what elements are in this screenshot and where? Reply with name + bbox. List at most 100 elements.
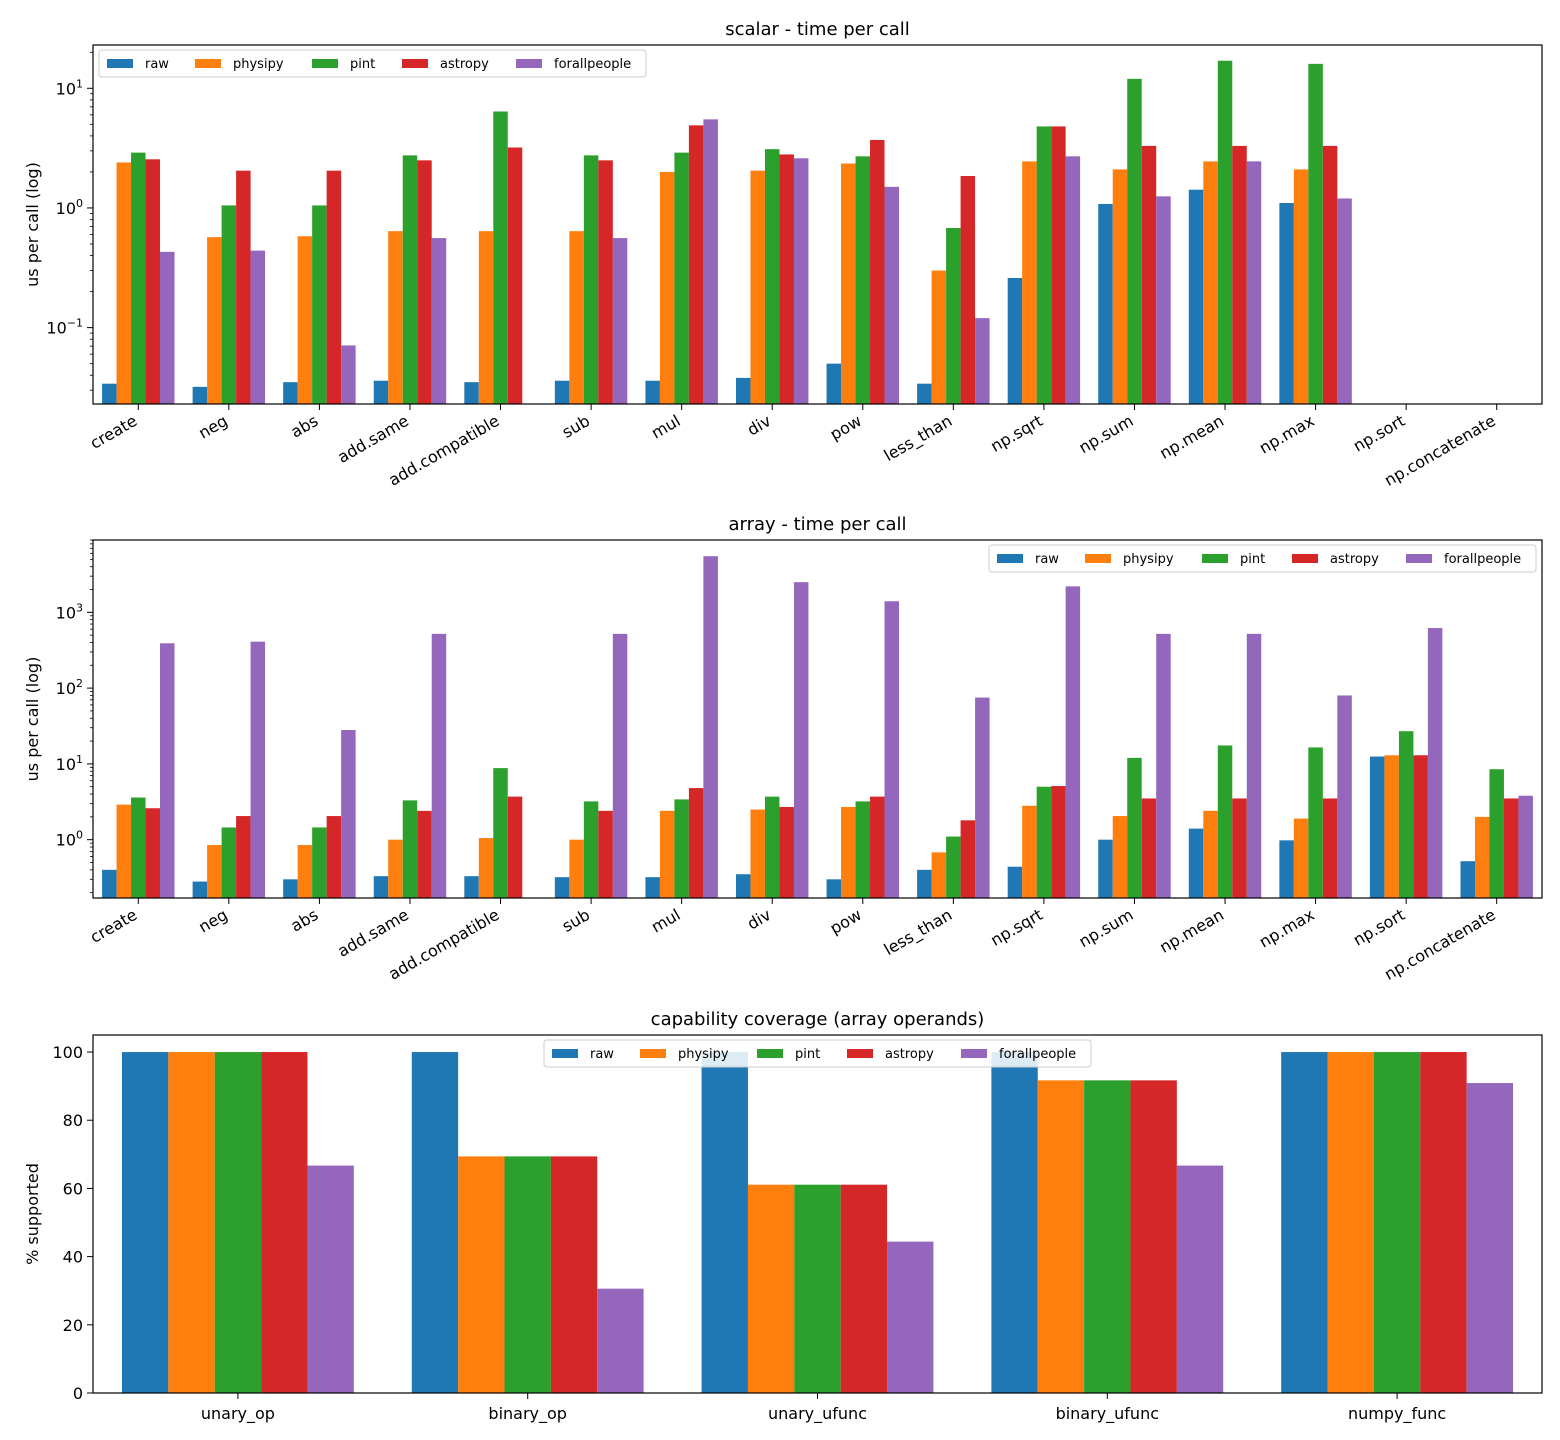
bar-raw	[102, 383, 117, 404]
y-tick-label: 100	[56, 197, 83, 218]
bar-pint	[855, 801, 871, 898]
x-tick-label: binary_op	[488, 1404, 567, 1424]
bar-forallpeople	[341, 730, 356, 898]
bar-pint	[583, 801, 599, 898]
bar-astropy	[236, 170, 251, 404]
bar-astropy	[507, 147, 523, 404]
bars-group	[102, 60, 1352, 405]
bar-forallpeople	[887, 1241, 934, 1393]
bar-pint	[1489, 769, 1504, 898]
bar-physipy	[116, 162, 132, 404]
bar-astropy	[1232, 798, 1247, 898]
bar-pint	[946, 228, 961, 404]
bar-astropy	[145, 808, 161, 898]
bar-forallpeople	[793, 158, 809, 404]
legend-swatch-physipy	[195, 59, 221, 68]
bar-forallpeople	[1156, 633, 1171, 898]
bar-physipy	[297, 845, 313, 898]
legend: raw physipy pint astropy forallpeople	[543, 1039, 1092, 1068]
plot-frame	[92, 539, 1543, 899]
bar-raw	[192, 881, 208, 898]
bar-physipy	[388, 839, 403, 898]
bar-physipy	[478, 838, 494, 898]
bar-pint	[214, 1052, 262, 1393]
legend-label-physipy: physipy	[1123, 552, 1174, 567]
legend-label-physipy: physipy	[678, 1047, 729, 1062]
bar-physipy	[458, 1156, 505, 1393]
bar-raw	[192, 386, 208, 404]
legend-label-astropy: astropy	[1330, 552, 1379, 567]
bar-physipy	[1384, 755, 1399, 898]
bar-forallpeople	[160, 643, 175, 898]
bar-raw	[1460, 861, 1475, 898]
axes-group: 0 20 40 60 80 100 unary_op binary_op unary_ufunc…	[52, 1034, 1543, 1424]
bar-pint	[1308, 747, 1323, 898]
bar-raw	[701, 1052, 748, 1393]
bar-physipy	[1203, 161, 1218, 404]
y-axis-label: % supported	[23, 1163, 42, 1265]
bar-astropy	[870, 139, 885, 404]
bar-physipy	[1203, 810, 1218, 898]
bar-pint	[1127, 78, 1142, 404]
bar-pint	[312, 205, 327, 404]
bar-pint	[221, 827, 237, 898]
bar-physipy	[747, 1184, 795, 1393]
array-time-chart: array - time per call us per call (log) …	[23, 514, 1543, 984]
bar-pint	[674, 799, 689, 898]
bar-pint	[855, 156, 871, 404]
bar-raw	[283, 382, 298, 404]
bar-pint	[946, 836, 961, 898]
bar-astropy	[326, 170, 342, 404]
bar-pint	[131, 797, 146, 898]
bar-forallpeople	[597, 1288, 644, 1393]
bar-forallpeople	[703, 556, 718, 898]
bar-raw	[826, 363, 842, 404]
bar-raw	[1281, 1052, 1328, 1393]
bar-physipy	[1022, 805, 1037, 898]
bar-forallpeople	[703, 119, 718, 405]
legend-label-physipy: physipy	[233, 57, 284, 72]
bar-physipy	[1293, 818, 1309, 898]
bar-raw	[735, 874, 751, 898]
legend-swatch-pint	[757, 1049, 783, 1058]
bar-physipy	[116, 804, 132, 898]
bar-pint	[402, 800, 418, 898]
bar-physipy	[931, 270, 947, 404]
legend-swatch-astropy	[847, 1049, 873, 1058]
bar-forallpeople	[1065, 156, 1081, 404]
bar-forallpeople	[250, 250, 266, 404]
bar-physipy	[207, 845, 222, 898]
legend-label-forallpeople: forallpeople	[554, 57, 631, 72]
bar-astropy	[840, 1184, 888, 1393]
bar-raw	[1188, 828, 1204, 898]
bar-astropy	[870, 796, 885, 898]
bar-pint	[764, 149, 780, 404]
bar-pint	[1217, 745, 1233, 898]
legend-swatch-forallpeople	[1406, 554, 1432, 563]
bar-pint	[794, 1184, 841, 1393]
legend-swatch-raw	[552, 1049, 578, 1058]
bar-raw	[991, 1052, 1038, 1393]
bar-physipy	[659, 171, 675, 404]
y-tick-label: 102	[56, 677, 83, 698]
bar-raw	[917, 869, 932, 898]
bar-raw	[373, 380, 389, 404]
bar-pint	[312, 827, 327, 898]
bar-forallpeople	[307, 1165, 354, 1393]
bar-physipy	[207, 237, 222, 404]
bar-pint	[1398, 731, 1414, 898]
plot-frame	[92, 44, 1543, 405]
bar-physipy	[1474, 816, 1490, 898]
bar-forallpeople	[431, 633, 447, 898]
bar-pint	[1217, 60, 1233, 405]
bar-pint	[402, 155, 418, 404]
x-tick-label: unary_op	[201, 1404, 275, 1424]
bar-astropy	[960, 820, 976, 898]
bar-raw	[283, 879, 298, 898]
legend: raw physipy pint astropy forallpeople	[98, 49, 647, 78]
y-tick-label: 20	[63, 1316, 83, 1335]
bar-physipy	[388, 231, 403, 404]
bar-physipy	[750, 809, 765, 898]
bar-pint	[1373, 1052, 1421, 1393]
bar-astropy	[1141, 145, 1157, 404]
